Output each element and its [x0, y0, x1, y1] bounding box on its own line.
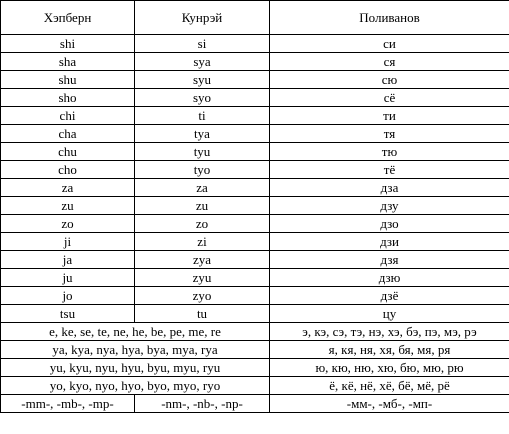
cell-polivanov: си — [269, 34, 509, 53]
table-row: ji zi дзи — [0, 232, 509, 251]
cell-polivanov: я, кя, ня, хя, бя, мя, ря — [269, 340, 509, 359]
cell-polivanov: -мм-, -мб-, -мп- — [269, 394, 509, 413]
cell-kunrei: tyo — [134, 160, 270, 179]
table-row-wide: e, ke, se, te, ne, he, be, pe, me, re э, … — [0, 322, 509, 341]
table-row: -mm-, -mb-, -mp- -nm-, -nb-, -np- -мм-, -м… — [0, 394, 509, 413]
cell-latin-merged: ya, kya, nya, hya, bya, mya, rya — [0, 340, 270, 359]
cell-hepburn: -mm-, -mb-, -mp- — [0, 394, 135, 413]
cell-kunrei: si — [134, 34, 270, 53]
table-row: zo zo дзо — [0, 214, 509, 233]
cell-polivanov: цу — [269, 304, 509, 323]
cell-kunrei: sya — [134, 52, 270, 71]
cell-polivanov: э, кэ, сэ, тэ, нэ, хэ, бэ, пэ, мэ, рэ — [269, 322, 509, 341]
cell-kunrei: tya — [134, 124, 270, 143]
cell-polivanov: ти — [269, 106, 509, 125]
table-row: chi ti ти — [0, 106, 509, 125]
cell-polivanov: сё — [269, 88, 509, 107]
cell-hepburn: ji — [0, 232, 135, 251]
cell-hepburn: zo — [0, 214, 135, 233]
cell-hepburn: tsu — [0, 304, 135, 323]
romanization-table: Хэпберн Кунрэй Поливанов shi si си sha sya с… — [0, 0, 509, 413]
cell-kunrei: zyo — [134, 286, 270, 305]
cell-polivanov: дзу — [269, 196, 509, 215]
cell-polivanov: дзо — [269, 214, 509, 233]
header-kunrei: Кунрэй — [134, 0, 270, 35]
cell-hepburn: ju — [0, 268, 135, 287]
table-row: tsu tu цу — [0, 304, 509, 323]
cell-polivanov: дзи — [269, 232, 509, 251]
table-row: shu syu сю — [0, 70, 509, 89]
cell-polivanov: дза — [269, 178, 509, 197]
cell-polivanov: дзя — [269, 250, 509, 269]
cell-hepburn: chi — [0, 106, 135, 125]
table-row-wide: ya, kya, nya, hya, bya, mya, rya я, кя, н… — [0, 340, 509, 359]
cell-hepburn: sha — [0, 52, 135, 71]
cell-kunrei: zo — [134, 214, 270, 233]
table-row: za za дза — [0, 178, 509, 197]
cell-hepburn: sho — [0, 88, 135, 107]
cell-hepburn: cho — [0, 160, 135, 179]
cell-polivanov: дзё — [269, 286, 509, 305]
cell-kunrei: syo — [134, 88, 270, 107]
cell-polivanov: ё, кё, нё, хё, бё, мё, рё — [269, 376, 509, 395]
table-row: sho syo сё — [0, 88, 509, 107]
header-hepburn: Хэпберн — [0, 0, 135, 35]
header-row: Хэпберн Кунрэй Поливанов — [0, 0, 509, 35]
cell-hepburn: shu — [0, 70, 135, 89]
cell-kunrei: zyu — [134, 268, 270, 287]
cell-kunrei: syu — [134, 70, 270, 89]
cell-kunrei: -nm-, -nb-, -np- — [134, 394, 270, 413]
cell-kunrei: zu — [134, 196, 270, 215]
cell-hepburn: za — [0, 178, 135, 197]
cell-hepburn: cha — [0, 124, 135, 143]
cell-hepburn: ja — [0, 250, 135, 269]
cell-kunrei: zi — [134, 232, 270, 251]
table-row: zu zu дзу — [0, 196, 509, 215]
table-row: cho tyo тё — [0, 160, 509, 179]
table-row: chu tyu тю — [0, 142, 509, 161]
cell-hepburn: shi — [0, 34, 135, 53]
header-polivanov: Поливанов — [269, 0, 509, 35]
cell-polivanov: ся — [269, 52, 509, 71]
cell-polivanov: ю, кю, ню, хю, бю, мю, рю — [269, 358, 509, 377]
table-row: shi si си — [0, 34, 509, 53]
table-row-wide: yu, kyu, nyu, hyu, byu, myu, ryu ю, кю, н… — [0, 358, 509, 377]
cell-polivanov: тю — [269, 142, 509, 161]
cell-polivanov: тё — [269, 160, 509, 179]
cell-kunrei: za — [134, 178, 270, 197]
table-row: ja zya дзя — [0, 250, 509, 269]
cell-kunrei: zya — [134, 250, 270, 269]
table-row: sha sya ся — [0, 52, 509, 71]
cell-latin-merged: e, ke, se, te, ne, he, be, pe, me, re — [0, 322, 270, 341]
cell-hepburn: zu — [0, 196, 135, 215]
cell-kunrei: tu — [134, 304, 270, 323]
cell-hepburn: jo — [0, 286, 135, 305]
cell-latin-merged: yu, kyu, nyu, hyu, byu, myu, ryu — [0, 358, 270, 377]
table-row: jo zyo дзё — [0, 286, 509, 305]
cell-polivanov: тя — [269, 124, 509, 143]
cell-polivanov: сю — [269, 70, 509, 89]
cell-kunrei: tyu — [134, 142, 270, 161]
table-row: cha tya тя — [0, 124, 509, 143]
cell-hepburn: chu — [0, 142, 135, 161]
table-row-wide: yo, kyo, nyo, hyo, byo, myo, ryo ё, кё, н… — [0, 376, 509, 395]
table-row: ju zyu дзю — [0, 268, 509, 287]
cell-polivanov: дзю — [269, 268, 509, 287]
cell-latin-merged: yo, kyo, nyo, hyo, byo, myo, ryo — [0, 376, 270, 395]
cell-kunrei: ti — [134, 106, 270, 125]
